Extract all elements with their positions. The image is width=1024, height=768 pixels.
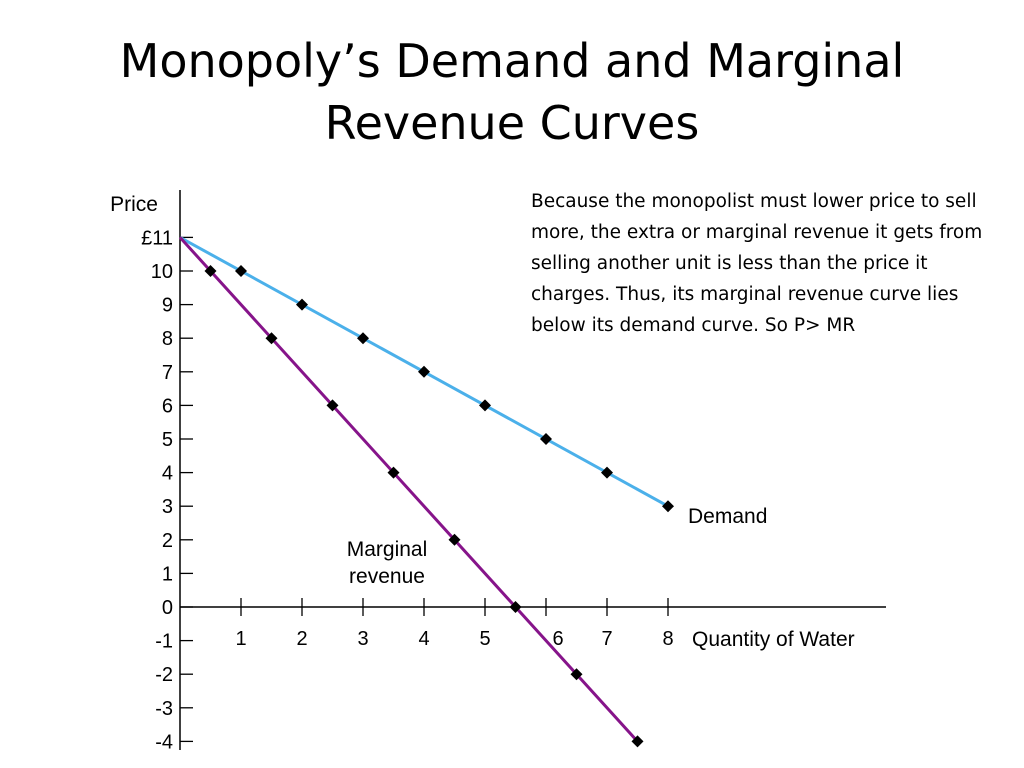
marginal-revenue-point bbox=[265, 332, 278, 345]
y-tick-label: 7 bbox=[162, 362, 173, 384]
y-tick-label: 5 bbox=[162, 429, 173, 451]
y-tick-label: -2 bbox=[155, 664, 173, 686]
marginal-revenue-point bbox=[570, 668, 583, 681]
x-tick-label: 5 bbox=[479, 628, 490, 650]
demand-series-label: Demand bbox=[688, 505, 767, 528]
x-tick-label: 3 bbox=[357, 628, 368, 650]
y-tick-label: 1 bbox=[162, 563, 173, 585]
demand-point bbox=[357, 332, 369, 345]
marginal-revenue-point bbox=[387, 466, 400, 479]
marginal-revenue-point bbox=[448, 533, 461, 546]
y-tick-label: -3 bbox=[155, 698, 173, 720]
y-tick-label: 0 bbox=[162, 597, 173, 619]
demand-point bbox=[601, 466, 613, 479]
x-tick-label: 8 bbox=[662, 628, 673, 650]
y-tick-label: 4 bbox=[162, 463, 173, 485]
marginal-revenue-point bbox=[204, 265, 217, 277]
series-lines bbox=[178, 236, 669, 743]
demand-point bbox=[662, 500, 674, 513]
y-tick-label: 10 bbox=[151, 261, 173, 283]
demand-point bbox=[418, 365, 430, 378]
y-axis-label: Price bbox=[110, 193, 158, 216]
demand-point bbox=[296, 298, 308, 311]
mr-series-label-line-1: Marginal bbox=[347, 538, 428, 561]
x-tick-label: 1 bbox=[235, 628, 246, 650]
marginal-revenue-line bbox=[178, 236, 639, 743]
explanation-text: Because the monopolist must lower price … bbox=[531, 191, 983, 336]
chart-labels: Price Quantity of Water Demand Marginal … bbox=[110, 193, 855, 651]
y-tick-label: 6 bbox=[162, 395, 173, 417]
demand-point bbox=[540, 433, 552, 445]
slide-title: Monopoly’s Demand and Marginal Revenue C… bbox=[0, 30, 1024, 154]
y-tick-label: 2 bbox=[162, 530, 173, 552]
y-tick-label: -4 bbox=[155, 731, 173, 753]
x-tick-label: 4 bbox=[418, 628, 429, 650]
y-tick-label: £11 bbox=[141, 227, 173, 249]
y-tick-label: 8 bbox=[162, 328, 173, 350]
x-tick-label: 2 bbox=[296, 628, 307, 650]
demand-point bbox=[235, 265, 247, 277]
x-tick-label: 7 bbox=[601, 628, 612, 650]
y-tick-label: 3 bbox=[162, 496, 173, 518]
marginal-revenue-point bbox=[509, 601, 522, 613]
series-points bbox=[204, 265, 674, 748]
demand-point bbox=[479, 399, 491, 412]
marginal-revenue-point bbox=[631, 735, 644, 748]
title-line-2: Revenue Curves bbox=[324, 96, 700, 150]
x-axis-label: Quantity of Water bbox=[692, 628, 855, 651]
marginal-revenue-point bbox=[326, 399, 339, 412]
y-tick-label: -1 bbox=[155, 631, 173, 653]
mr-series-label-line-2: revenue bbox=[349, 565, 425, 588]
title-line-1: Monopoly’s Demand and Marginal bbox=[119, 34, 905, 88]
x-tick-label: 6 bbox=[552, 628, 563, 650]
y-tick-label: 9 bbox=[162, 295, 173, 317]
